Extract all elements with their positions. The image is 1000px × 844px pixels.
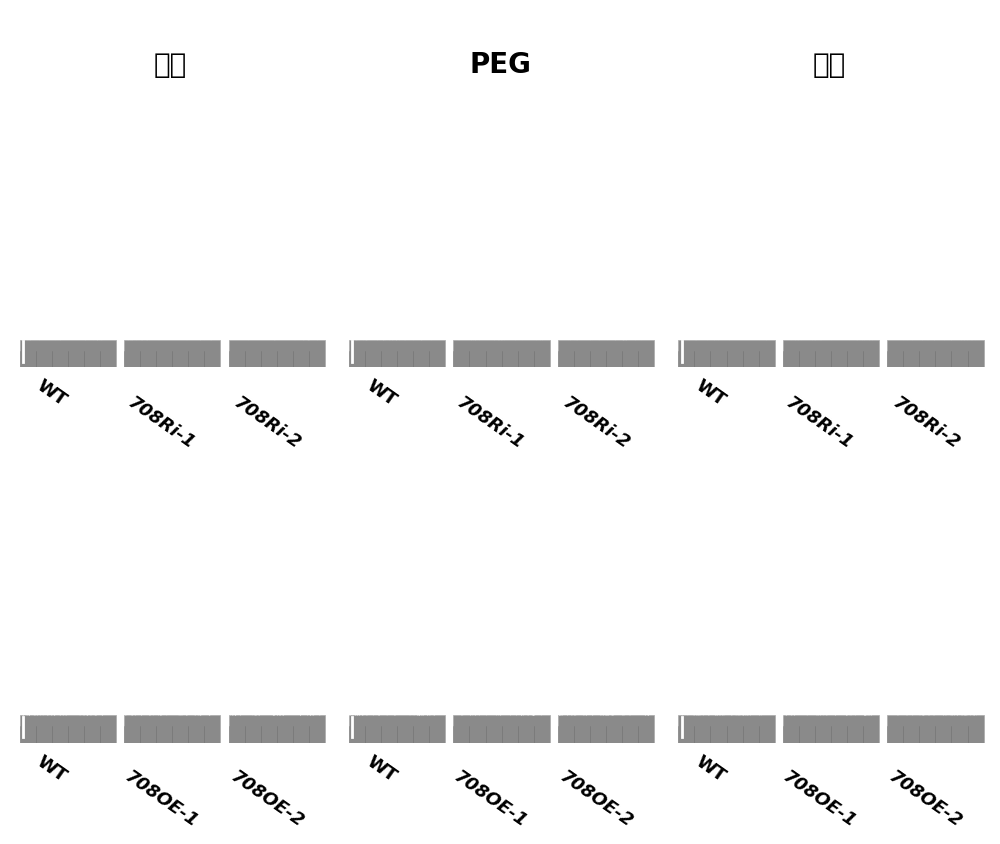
Bar xyxy=(558,339,654,367)
Text: WT: WT xyxy=(33,376,70,410)
Text: WT: WT xyxy=(363,752,399,786)
Text: 708Ri-2: 708Ri-2 xyxy=(230,394,304,453)
Text: 708Ri-1: 708Ri-1 xyxy=(124,394,198,453)
Text: WT: WT xyxy=(692,376,729,410)
Bar xyxy=(124,716,220,743)
Text: WT: WT xyxy=(363,376,399,410)
Text: 708OE-2: 708OE-2 xyxy=(886,767,966,830)
Text: WT: WT xyxy=(33,752,70,786)
Text: 708OE-2: 708OE-2 xyxy=(227,767,307,830)
Bar xyxy=(124,339,220,367)
Bar xyxy=(20,716,116,743)
Text: 708Ri-2: 708Ri-2 xyxy=(559,394,633,453)
Text: 708Ri-2: 708Ri-2 xyxy=(889,394,963,453)
Text: 708OE-1: 708OE-1 xyxy=(121,767,201,830)
Text: 708OE-1: 708OE-1 xyxy=(780,767,860,830)
Text: WT: WT xyxy=(692,752,729,786)
Bar xyxy=(349,716,445,743)
Bar xyxy=(783,716,879,743)
Bar xyxy=(229,716,325,743)
Bar xyxy=(453,716,550,743)
Text: 708OE-2: 708OE-2 xyxy=(556,767,636,830)
Bar xyxy=(887,339,984,367)
Bar xyxy=(678,716,775,743)
Bar xyxy=(229,339,325,367)
Bar xyxy=(783,339,879,367)
Bar xyxy=(453,339,550,367)
Text: 708Ri-1: 708Ri-1 xyxy=(453,394,527,453)
Text: 708Ri-1: 708Ri-1 xyxy=(783,394,857,453)
Bar xyxy=(20,339,116,367)
Bar xyxy=(887,716,984,743)
Bar xyxy=(349,339,445,367)
Text: 恢复: 恢复 xyxy=(813,51,846,79)
Text: PEG: PEG xyxy=(469,51,531,79)
Bar xyxy=(558,716,654,743)
Text: 708OE-1: 708OE-1 xyxy=(450,767,530,830)
Text: 正常: 正常 xyxy=(154,51,187,79)
Bar xyxy=(678,339,775,367)
